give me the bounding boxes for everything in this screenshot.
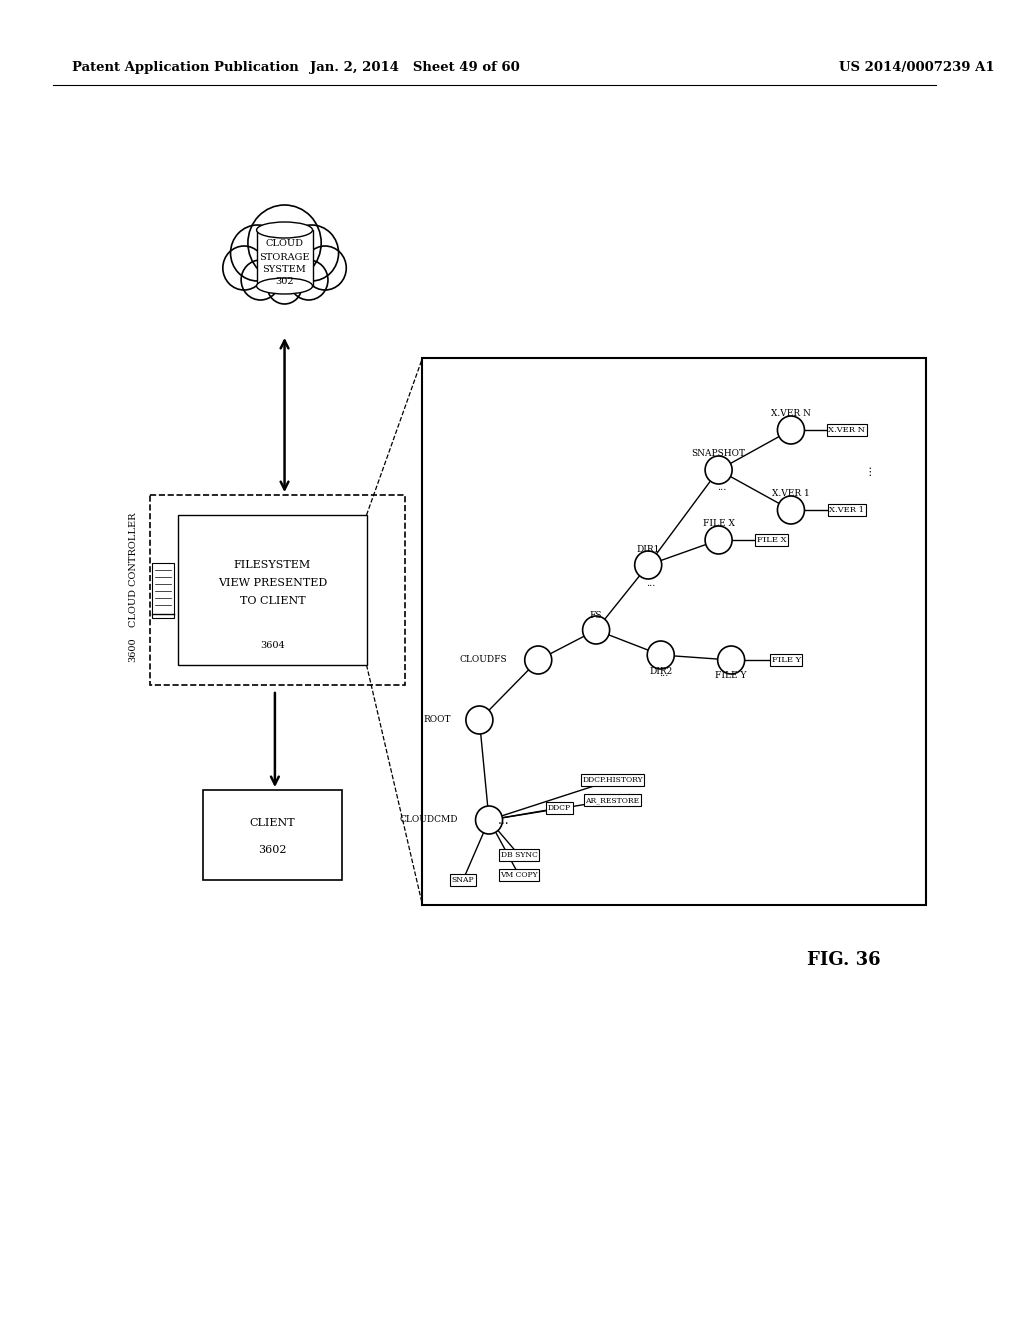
Circle shape: [647, 642, 674, 669]
Circle shape: [583, 616, 609, 644]
Text: CLOUD CONTROLLER: CLOUD CONTROLLER: [129, 512, 137, 627]
Circle shape: [475, 807, 503, 834]
Text: FILE Y: FILE Y: [716, 672, 746, 681]
Text: X.VER N: X.VER N: [771, 409, 811, 418]
Text: X.VER 1: X.VER 1: [829, 506, 864, 513]
Bar: [150, 495, 406, 685]
Circle shape: [241, 260, 280, 300]
Text: ...: ...: [498, 813, 509, 826]
Circle shape: [706, 525, 732, 554]
Text: 302: 302: [275, 277, 294, 286]
Circle shape: [290, 260, 328, 300]
Bar: [153, 562, 174, 618]
Text: ROOT: ROOT: [423, 715, 451, 725]
Bar: [257, 230, 312, 286]
Text: FILE X: FILE X: [702, 520, 734, 528]
Text: ...: ...: [717, 483, 726, 492]
Text: CLOUD: CLOUD: [265, 239, 303, 248]
Text: X.VER N: X.VER N: [828, 426, 865, 434]
Circle shape: [230, 224, 285, 281]
Text: CLOUDFS: CLOUDFS: [460, 656, 507, 664]
Circle shape: [718, 645, 744, 675]
Text: 3602: 3602: [258, 845, 287, 855]
Text: TO CLIENT: TO CLIENT: [240, 597, 305, 606]
Bar: [178, 515, 367, 665]
Text: 3600: 3600: [129, 638, 137, 663]
Text: DDCP.HISTORY: DDCP.HISTORY: [583, 776, 643, 784]
Bar: [203, 789, 342, 880]
Text: US 2014/0007239 A1: US 2014/0007239 A1: [840, 62, 994, 74]
Circle shape: [635, 550, 662, 579]
Text: DB SYNC: DB SYNC: [501, 851, 538, 859]
Text: SNAP: SNAP: [452, 876, 474, 884]
Ellipse shape: [257, 222, 312, 238]
Text: Jan. 2, 2014   Sheet 49 of 60: Jan. 2, 2014 Sheet 49 of 60: [310, 62, 519, 74]
Text: AR_RESTORE: AR_RESTORE: [586, 796, 640, 804]
Text: FILE X: FILE X: [757, 536, 786, 544]
Text: FIG. 36: FIG. 36: [807, 950, 881, 969]
Circle shape: [248, 205, 322, 281]
Text: DIR2: DIR2: [649, 667, 673, 676]
Text: STORAGE: STORAGE: [259, 252, 310, 261]
Circle shape: [524, 645, 552, 675]
Circle shape: [267, 268, 302, 304]
Circle shape: [285, 224, 339, 281]
Circle shape: [777, 496, 805, 524]
Text: VIEW PRESENTED: VIEW PRESENTED: [218, 578, 327, 587]
Bar: [423, 358, 926, 906]
Text: ...: ...: [658, 668, 669, 677]
Text: SYSTEM: SYSTEM: [262, 265, 306, 275]
Text: Patent Application Publication: Patent Application Publication: [73, 62, 299, 74]
Circle shape: [777, 416, 805, 444]
Ellipse shape: [257, 279, 312, 294]
Text: 3604: 3604: [260, 640, 285, 649]
Text: CLIENT: CLIENT: [250, 818, 295, 828]
Circle shape: [466, 706, 493, 734]
Text: SNAPSHOT: SNAPSHOT: [691, 450, 745, 458]
Circle shape: [223, 246, 265, 290]
Text: VM COPY: VM COPY: [500, 871, 538, 879]
Text: FS: FS: [590, 610, 602, 619]
Circle shape: [706, 455, 732, 484]
Text: DIR1: DIR1: [637, 544, 659, 553]
Text: ...: ...: [863, 465, 873, 475]
Text: CLOUDCMD: CLOUDCMD: [399, 816, 458, 825]
Text: DDCP: DDCP: [548, 804, 571, 812]
Text: ...: ...: [646, 578, 655, 587]
Text: X.VER 1: X.VER 1: [772, 490, 810, 499]
Text: FILESYSTEM: FILESYSTEM: [233, 560, 311, 570]
Circle shape: [304, 246, 346, 290]
Text: FILE Y: FILE Y: [771, 656, 801, 664]
